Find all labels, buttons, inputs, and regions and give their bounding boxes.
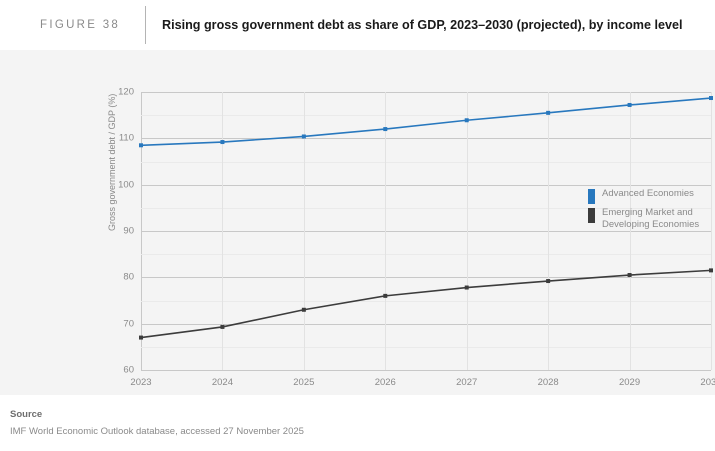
series-marker	[383, 127, 388, 132]
series-marker	[220, 324, 225, 329]
series-marker	[627, 102, 632, 107]
gridline-vertical	[222, 92, 224, 370]
gridline-major	[141, 184, 711, 186]
series-marker	[301, 307, 306, 312]
series-marker	[464, 118, 469, 123]
y-tick-label: 90	[123, 225, 134, 237]
x-tick-label: 2024	[211, 377, 233, 388]
series-marker	[139, 143, 143, 148]
x-tick-label: 2026	[374, 377, 396, 388]
series-marker	[709, 268, 713, 273]
gridline-major	[141, 231, 711, 232]
y-tick-label: 100	[118, 179, 134, 191]
chart-legend: Advanced Economies Emerging Market and D…	[588, 188, 710, 233]
gridline-vertical	[711, 92, 712, 370]
x-tick-label: 2025	[293, 377, 315, 388]
legend-label-advanced: Advanced Economies	[602, 188, 694, 199]
series-line-emerging	[140, 269, 712, 339]
y-tick-label: 70	[123, 318, 134, 330]
gridline-vertical	[466, 92, 468, 370]
series-layer	[139, 96, 713, 340]
gridline-major	[141, 370, 711, 371]
x-tick-label: 2029	[618, 377, 641, 388]
gridline-vertical	[303, 92, 305, 370]
gridline-major	[141, 92, 711, 93]
y-tick-label: 80	[123, 271, 134, 283]
y-tick-label: 60	[123, 364, 134, 376]
gridline-major	[141, 277, 711, 279]
series-marker	[301, 134, 306, 139]
figure-header: FIGURE 38 Rising gross government debt a…	[0, 0, 715, 50]
legend-label-emerging: Emerging Market and Developing Economies	[602, 207, 700, 230]
gridline-minor	[141, 115, 711, 117]
series-marker	[709, 96, 713, 101]
series-marker	[546, 110, 551, 115]
legend-item-advanced: Advanced Economies	[588, 188, 710, 204]
x-tick-label: 2027	[456, 377, 478, 388]
series-marker	[627, 273, 632, 278]
plot-area: 60 70 80 90 100 110 120 2023 2024 2025 2026 2027 202…	[118, 87, 715, 389]
gridline-vertical	[548, 92, 550, 370]
x-tick-label: 2023	[130, 377, 152, 388]
gridline-minor	[141, 346, 711, 348]
series-marker	[139, 335, 143, 340]
series-line-advanced	[140, 97, 712, 147]
gridline-vertical	[629, 92, 631, 370]
gridline-minor	[141, 254, 711, 256]
x-tick-label: 2030	[700, 377, 715, 388]
gridline-minor	[141, 300, 711, 302]
series-marker	[383, 293, 388, 298]
source-text: IMF World Economic Outlook database, acc…	[10, 426, 304, 437]
y-tick-label: 110	[118, 132, 134, 144]
legend-swatch-advanced	[588, 189, 595, 204]
legend-item-emerging: Emerging Market and Developing Economies	[588, 207, 710, 230]
series-marker	[546, 279, 551, 284]
series-marker	[220, 140, 225, 145]
figure-title: Rising gross government debt as share of…	[162, 18, 683, 32]
gridline-minor	[141, 161, 711, 163]
gridline-major	[141, 323, 711, 325]
gridline-vertical	[385, 92, 387, 370]
gridline-minor	[141, 207, 711, 209]
header-divider	[145, 6, 146, 44]
figure-number: FIGURE 38	[40, 19, 121, 31]
series-marker	[464, 285, 469, 290]
chart-panel: Gross government debt / GDP (%) 60 70 80 90…	[0, 50, 715, 395]
x-tick-label: 2028	[537, 377, 559, 388]
source-heading: Source	[10, 409, 43, 420]
legend-swatch-emerging	[588, 208, 595, 223]
gridline-major	[141, 138, 711, 140]
y-tick-label: 120	[118, 86, 134, 98]
y-axis-title: Gross government debt / GDP (%)	[107, 93, 117, 231]
figure-footer: Source IMF World Economic Outlook databa…	[0, 395, 715, 437]
